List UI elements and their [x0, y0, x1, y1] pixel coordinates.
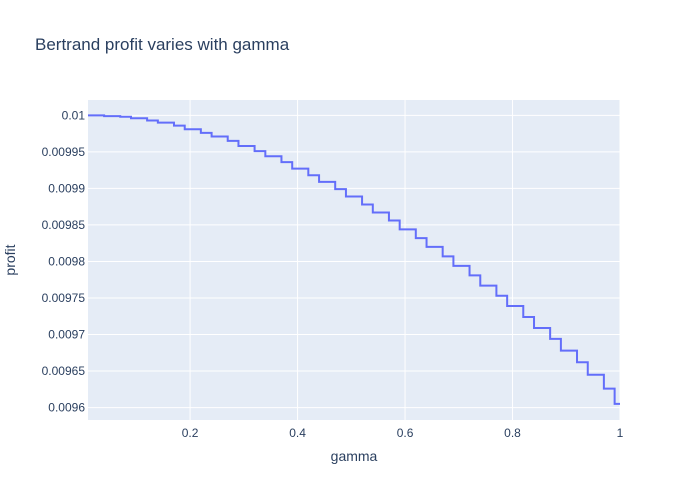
- y-tick-label: 0.00985: [42, 218, 86, 232]
- plot-background: [88, 100, 620, 420]
- grid-lines: [88, 100, 621, 420]
- y-tick-label: 0.00995: [42, 145, 86, 159]
- y-tick-label: 0.00975: [42, 291, 86, 305]
- y-tick-label: 0.0099: [48, 181, 85, 195]
- y-tick-label: 0.0097: [48, 328, 85, 342]
- series-layer: [88, 114, 620, 405]
- y-axis-ticks: 0.0096 0.00965 0.0097 0.00975 0.0098 0.00985 0…: [42, 108, 86, 414]
- x-tick-label: 1: [617, 426, 624, 440]
- x-tick-label: 0.2: [182, 426, 199, 440]
- x-tick-label: 0.4: [289, 426, 306, 440]
- y-tick-label: 0.0098: [48, 254, 85, 268]
- y-tick-label: 0.00965: [42, 364, 86, 378]
- x-axis-title: gamma: [331, 448, 378, 464]
- series-line: [88, 114, 620, 405]
- y-tick-label: 0.01: [62, 108, 86, 122]
- x-tick-label: 0.6: [397, 426, 414, 440]
- x-axis-ticks: 0.2 0.4 0.6 0.8 1: [182, 426, 624, 440]
- y-axis-title: profit: [2, 244, 18, 275]
- x-tick-label: 0.8: [504, 426, 521, 440]
- y-tick-label: 0.0096: [48, 401, 85, 415]
- chart-title: Bertrand profit varies with gamma: [35, 35, 290, 54]
